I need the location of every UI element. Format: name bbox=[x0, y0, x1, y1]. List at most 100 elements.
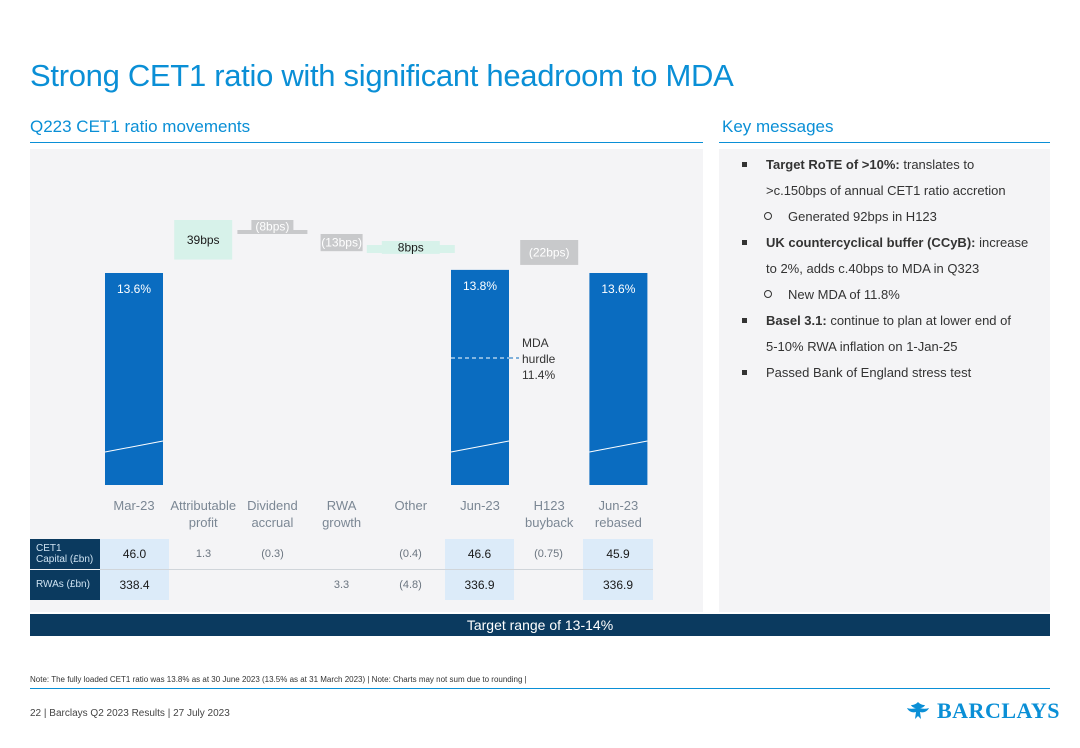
key-messages-heading-rule bbox=[719, 142, 1050, 143]
bar-diagonal-mark bbox=[450, 440, 510, 453]
eagle-icon bbox=[907, 702, 929, 719]
key-message-item: UK countercyclical buffer (CCyB): increa… bbox=[740, 230, 1040, 256]
row-header-line-2: Capital (£bn) bbox=[36, 554, 94, 565]
chart-section-heading: Q223 CET1 ratio movements bbox=[30, 117, 251, 136]
footer-separator: | bbox=[167, 708, 174, 719]
key-message-subitem: New MDA of 11.8% bbox=[740, 282, 1040, 308]
x-tick-label-line2: growth bbox=[322, 515, 361, 530]
table-cell: 46.0 bbox=[100, 539, 169, 569]
footnote: Note: The fully loaded CET1 ratio was 13… bbox=[30, 675, 527, 684]
bar-jun-23-rebased bbox=[589, 273, 648, 485]
x-tick-label: RWA bbox=[327, 498, 357, 513]
key-message-text: increase bbox=[975, 235, 1029, 250]
movement-bar bbox=[174, 220, 233, 260]
page-title: Strong CET1 ratio with significant headr… bbox=[30, 58, 734, 93]
movement-value-label: (22bps) bbox=[529, 245, 570, 259]
key-messages-panel bbox=[719, 149, 1050, 612]
footer-rule bbox=[30, 688, 1050, 689]
table-cell: (4.8) bbox=[399, 579, 422, 591]
movement-bar-extension bbox=[366, 245, 455, 253]
key-message-text: to 2%, adds c.40bps to MDA in Q323 bbox=[766, 261, 980, 276]
key-message-continuation: 5-10% RWA inflation on 1-Jan-25 bbox=[740, 334, 1040, 360]
table-cell: 46.6 bbox=[445, 539, 514, 569]
table-cell: 338.4 bbox=[100, 570, 169, 600]
x-tick-label-line2: buyback bbox=[525, 515, 574, 530]
row-header-line-1: RWAs (£bn) bbox=[36, 579, 90, 590]
x-tick-label-line2: accrual bbox=[251, 515, 293, 530]
x-tick-label: Jun-23 bbox=[599, 498, 639, 513]
key-message-text: translates to bbox=[899, 157, 975, 172]
movement-bar bbox=[520, 240, 579, 265]
movement-value-label: 39bps bbox=[187, 233, 220, 247]
key-message-item: Basel 3.1: continue to plan at lower end… bbox=[740, 308, 1040, 334]
bullet-square-icon bbox=[742, 318, 747, 323]
cet1-waterfall-chart: 13.6% Mar-23 39bps Attributable profit (8bps)… bbox=[104, 219, 648, 530]
bullet-square-icon bbox=[742, 240, 747, 245]
movement-value-label: (8bps) bbox=[255, 219, 289, 233]
x-tick-label: Mar-23 bbox=[113, 498, 154, 513]
rwas-row: RWAs (£bn) 338.4 3.3 (4.8) 336.9 336.9 bbox=[30, 570, 703, 600]
target-range-banner: Target range of 13-14% bbox=[30, 614, 1050, 636]
page-number: 22 bbox=[30, 708, 42, 719]
mda-hurdle-label: hurdle bbox=[522, 352, 556, 366]
row-header-line-1: CET1 bbox=[36, 543, 62, 554]
footer-text: 22 | Barclays Q2 2023 Results | 27 July … bbox=[30, 708, 230, 719]
key-message-subitem: Generated 92bps in H123 bbox=[740, 204, 1040, 230]
movement-value-label: 8bps bbox=[398, 240, 424, 254]
key-message-text: continue to plan at lower end of bbox=[826, 313, 1011, 328]
table-cell: 336.9 bbox=[583, 570, 653, 600]
key-message-text: New MDA of 11.8% bbox=[788, 287, 900, 302]
cet1-capital-row: CET1 Capital (£bn) 46.0 1.3 (0.3) (0.4) … bbox=[30, 539, 703, 569]
x-tick-label: Dividend bbox=[247, 498, 298, 513]
table-cell bbox=[238, 570, 307, 600]
key-message-text: >c.150bps of annual CET1 ratio accretion bbox=[766, 183, 1006, 198]
x-tick-label-line2: rebased bbox=[595, 515, 642, 530]
key-message-text: Generated 92bps in H123 bbox=[788, 209, 937, 224]
deck-name: Barclays Q2 2023 Results bbox=[49, 708, 165, 719]
table-cell: 336.9 bbox=[445, 570, 514, 600]
key-messages-heading: Key messages bbox=[722, 117, 834, 136]
x-tick-label: H123 bbox=[534, 498, 565, 513]
key-message-continuation: >c.150bps of annual CET1 ratio accretion bbox=[740, 178, 1040, 204]
movement-bar bbox=[251, 220, 294, 233]
movement-bar-extension bbox=[237, 230, 308, 234]
logo-wordmark: BARCLAYS bbox=[937, 698, 1061, 723]
bar-diagonal-mark bbox=[104, 440, 164, 453]
bullet-circle-icon bbox=[764, 212, 772, 220]
bar-jun-23 bbox=[451, 269, 509, 485]
bullet-square-icon bbox=[742, 162, 747, 167]
table-cell bbox=[307, 539, 376, 569]
table-cell bbox=[514, 570, 583, 600]
key-messages-list: Target RoTE of >10%: translates to >c.15… bbox=[740, 152, 1040, 386]
x-tick-label: Attributable bbox=[170, 498, 236, 513]
cet1-capital-row-header: CET1 Capital (£bn) bbox=[30, 539, 100, 569]
table-cell: (0.75) bbox=[534, 548, 563, 560]
key-message-item: Passed Bank of England stress test bbox=[740, 360, 1040, 386]
key-message-text: Passed Bank of England stress test bbox=[766, 365, 972, 380]
x-tick-label-line2: profit bbox=[189, 515, 218, 530]
key-message-text: 5-10% RWA inflation on 1-Jan-25 bbox=[766, 339, 958, 354]
mda-hurdle-label: MDA bbox=[522, 336, 549, 350]
movement-bar bbox=[320, 234, 363, 252]
key-message-bold: Target RoTE of >10%: bbox=[766, 157, 900, 172]
chart-heading-rule bbox=[30, 142, 703, 143]
movement-value-label: (13bps) bbox=[321, 236, 362, 250]
table-cell: (0.3) bbox=[261, 548, 284, 560]
key-message-bold: UK countercyclical buffer (CCyB): bbox=[766, 235, 976, 250]
table-cell: 45.9 bbox=[583, 539, 653, 569]
x-tick-label: Jun-23 bbox=[460, 498, 500, 513]
table-row-divider bbox=[100, 569, 653, 570]
bullet-square-icon bbox=[742, 370, 747, 375]
bar-value-label: 13.6% bbox=[601, 282, 635, 296]
key-message-bold: Basel 3.1: bbox=[766, 313, 827, 328]
table-cell bbox=[169, 570, 238, 600]
bullet-circle-icon bbox=[764, 290, 772, 298]
mda-hurdle-label: 11.4% bbox=[522, 368, 555, 382]
table-cell: 1.3 bbox=[195, 548, 212, 560]
presentation-date: 27 July 2023 bbox=[173, 708, 230, 719]
rwas-row-header: RWAs (£bn) bbox=[30, 570, 100, 600]
footer-separator: | bbox=[43, 708, 50, 719]
bar-value-label: 13.6% bbox=[117, 282, 151, 296]
bar-diagonal-mark bbox=[589, 440, 648, 453]
x-tick-label: Other bbox=[395, 498, 428, 513]
